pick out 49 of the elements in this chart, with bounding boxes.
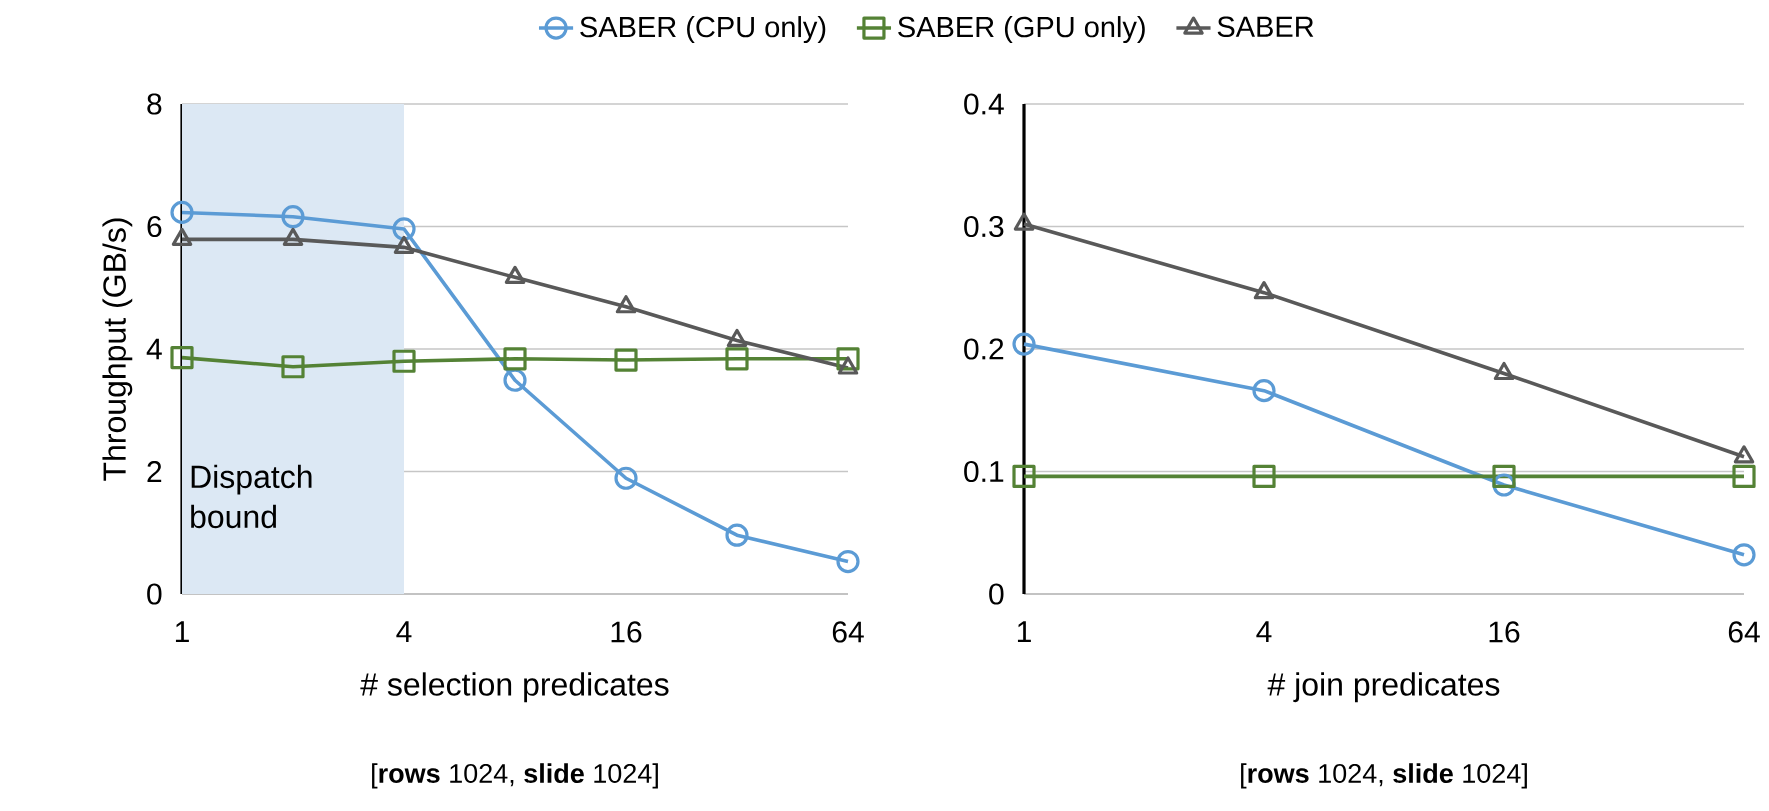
y-tick-label: 0.4 bbox=[964, 93, 1004, 115]
y-tick-label: 0.1 bbox=[964, 460, 1004, 483]
point bbox=[392, 349, 416, 373]
point bbox=[281, 355, 305, 379]
point bbox=[1732, 464, 1756, 489]
y-tick-label: 8 bbox=[147, 93, 162, 115]
point bbox=[1252, 379, 1276, 403]
x-tick-label: 64 bbox=[1728, 621, 1760, 643]
y-tick-label: 2 bbox=[147, 461, 162, 482]
point bbox=[503, 347, 527, 371]
y-tick-label: 6 bbox=[147, 215, 162, 238]
point bbox=[170, 345, 194, 370]
y-tick-label: 4 bbox=[146, 338, 162, 360]
y-axis-title: Throughput (GB/s) bbox=[102, 218, 133, 481]
y-tick-label: 0.2 bbox=[964, 338, 1004, 360]
text: [rows 1024, slide 1024] bbox=[1241, 763, 1527, 789]
point bbox=[281, 205, 305, 229]
y-tick-label: 0 bbox=[989, 583, 1004, 605]
x-tick-label: 64 bbox=[832, 621, 864, 643]
x-tick-label: 16 bbox=[1489, 621, 1520, 643]
point bbox=[836, 549, 860, 574]
point bbox=[1492, 464, 1516, 489]
point bbox=[614, 348, 638, 372]
band-label: Dispatch bound bbox=[191, 464, 312, 529]
point bbox=[170, 200, 194, 225]
point bbox=[1252, 464, 1276, 489]
x-axis-title: # join predicates bbox=[1267, 672, 1500, 703]
y-tick-label: 0 bbox=[147, 583, 162, 605]
point bbox=[1012, 464, 1036, 489]
point bbox=[725, 347, 749, 371]
x-tick-label: 4 bbox=[396, 621, 412, 642]
point bbox=[1732, 543, 1756, 567]
x-tick-label: 1 bbox=[175, 621, 189, 642]
point bbox=[1493, 361, 1515, 381]
x-tick-label: 16 bbox=[611, 621, 642, 643]
legend-label: SABER bbox=[1217, 16, 1314, 37]
point bbox=[725, 523, 749, 547]
x-tick-label: 4 bbox=[1256, 621, 1272, 642]
point bbox=[614, 466, 638, 490]
point bbox=[503, 368, 527, 392]
x-axis-title: # selection predicates bbox=[360, 672, 669, 703]
point bbox=[1253, 281, 1275, 300]
text: [rows 1024, slide 1024] bbox=[372, 763, 658, 789]
x-tick-label: 1 bbox=[1017, 621, 1031, 642]
point bbox=[1012, 332, 1036, 356]
legend-label: SABER (CPU only) bbox=[580, 16, 826, 44]
y-tick-label: 0.3 bbox=[964, 215, 1004, 238]
legend-label: SABER (GPU only) bbox=[898, 16, 1145, 44]
point bbox=[1013, 212, 1035, 231]
